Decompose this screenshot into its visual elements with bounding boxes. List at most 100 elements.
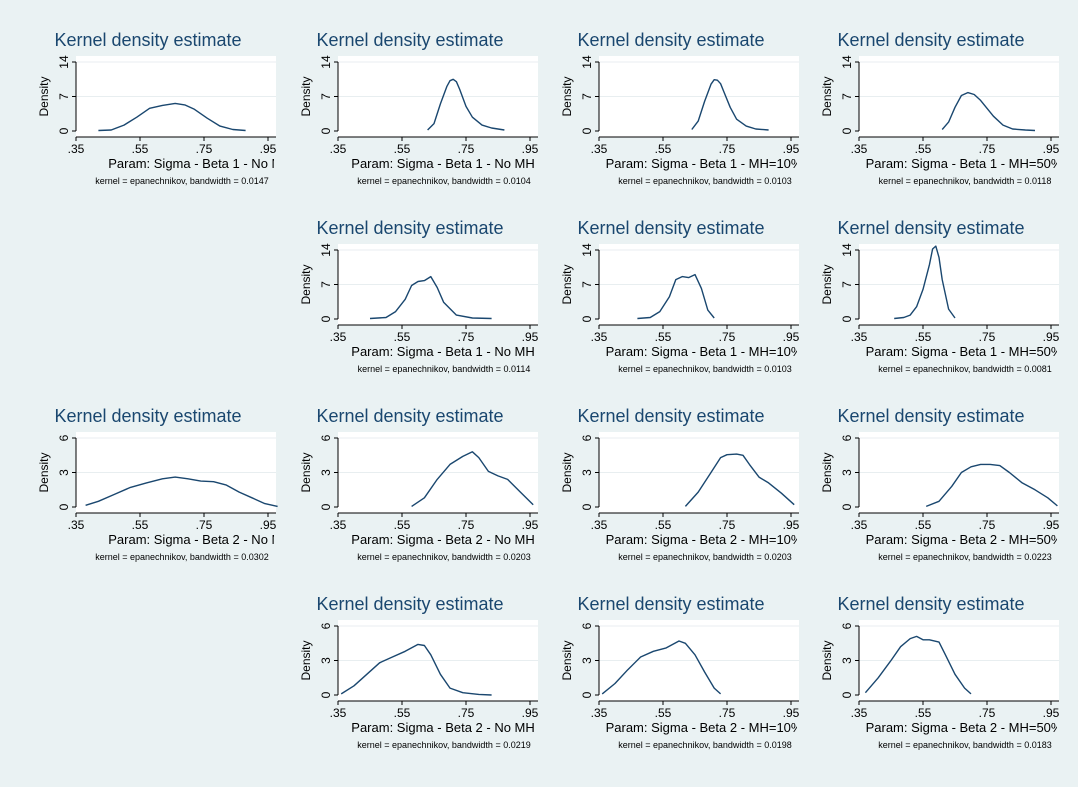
- x-tick-label: .55: [394, 330, 411, 344]
- bandwidth-note: kernel = epanechnikov, bandwidth = 0.011…: [879, 176, 1052, 186]
- y-axis-title: Density: [560, 452, 574, 492]
- y-tick-label: 7: [580, 281, 594, 288]
- x-tick-label: .55: [394, 142, 411, 156]
- y-tick-label: 0: [840, 691, 854, 698]
- x-tick-label: .35: [330, 518, 347, 532]
- density-curve: [85, 476, 278, 508]
- y-tick-label: 14: [57, 55, 71, 69]
- y-axis-title: Density: [820, 452, 834, 492]
- x-axis-title: Param: Sigma - Beta 2 - MH=50% rr<0.6: [866, 532, 1078, 547]
- density-panel: Kernel density estimate 0 3 6 Density .35 .55.…: [560, 406, 800, 562]
- bandwidth-note: kernel = epanechnikov, bandwidth = 0.030…: [95, 552, 268, 562]
- density-curve: [941, 91, 1036, 132]
- y-tick-label: 14: [319, 243, 333, 257]
- density-panel: Kernel density estimate 0 7 14 Density .35 .55…: [560, 30, 841, 186]
- x-tick-label: .95: [522, 330, 539, 344]
- y-tick-label: 0: [840, 503, 854, 510]
- x-tick-label: .95: [1043, 330, 1060, 344]
- panel-caption: Param: Sigma - Beta 1 - MH=10% rr<0.6 ker…: [606, 156, 841, 186]
- density-curve: [894, 245, 956, 320]
- panel-caption: Param: Sigma - Beta 1 - MH=50% rr>0.6 ker…: [866, 344, 1057, 374]
- x-axis-title: Param: Sigma - Beta 2 - No MH: [108, 532, 292, 547]
- density-curve: [411, 451, 534, 507]
- y-tick-label: 0: [319, 315, 333, 322]
- x-tick-label: .55: [394, 706, 411, 720]
- x-tick-label: .95: [522, 518, 539, 532]
- panel-caption: Param: Sigma - Beta 2 - MH=10% rr<0.6 ker…: [606, 532, 797, 562]
- x-axis-title: Param: Sigma - Beta 1 - MH=10% rr<0.6: [606, 156, 841, 171]
- density-curve: [340, 643, 492, 696]
- y-axis-title: Density: [37, 452, 51, 492]
- x-axis-title: Param: Sigma - Beta 2 - No MH rr>0.6: [351, 720, 572, 735]
- x-tick-label: .35: [851, 330, 868, 344]
- y-tick-label: 6: [840, 622, 854, 629]
- x-tick-label: .95: [522, 706, 539, 720]
- x-tick-label: .95: [783, 706, 800, 720]
- y-tick-label: 0: [840, 127, 854, 134]
- panel-title: Kernel density estimate: [54, 30, 241, 50]
- panel-caption: Param: Sigma - Beta 2 - No MH rr>0.6 kern…: [351, 720, 572, 750]
- density-curve: [864, 635, 972, 695]
- y-tick-label: 0: [319, 691, 333, 698]
- x-tick-label: .35: [591, 518, 608, 532]
- y-tick-label: 14: [840, 55, 854, 69]
- y-axis-title: Density: [560, 640, 574, 680]
- y-axis-title: Density: [820, 640, 834, 680]
- y-tick-label: 6: [319, 434, 333, 441]
- y-tick-label: 6: [840, 434, 854, 441]
- x-tick-label: .35: [330, 142, 347, 156]
- x-tick-label: .35: [851, 518, 868, 532]
- x-tick-label: .55: [915, 142, 932, 156]
- x-axis-title: Param: Sigma - Beta 1 - No MH rr>0.6: [351, 344, 572, 359]
- x-tick-label: .75: [458, 142, 475, 156]
- x-tick-label: .55: [655, 330, 672, 344]
- density-curve: [925, 463, 1058, 508]
- y-tick-label: 0: [580, 691, 594, 698]
- x-tick-label: .55: [915, 706, 932, 720]
- x-tick-label: .75: [196, 518, 213, 532]
- x-tick-label: .75: [979, 330, 996, 344]
- y-axis-title: Density: [37, 76, 51, 116]
- x-tick-label: .55: [915, 518, 932, 532]
- density-curve: [601, 640, 722, 695]
- panel-title: Kernel density estimate: [316, 594, 503, 614]
- density-panel: Kernel density estimate 0 3 6 Density .35 .55.…: [820, 406, 1078, 562]
- y-tick-label: 0: [580, 127, 594, 134]
- bandwidth-note: kernel = epanechnikov, bandwidth = 0.010…: [357, 176, 530, 186]
- y-tick-label: 7: [319, 281, 333, 288]
- y-tick-label: 0: [319, 127, 333, 134]
- y-tick-label: 0: [57, 127, 71, 134]
- density-curve: [691, 78, 769, 131]
- x-tick-label: .95: [522, 142, 539, 156]
- x-tick-label: .75: [979, 706, 996, 720]
- density-panel: Kernel density estimate 0 3 6 Density .35 .55.…: [37, 406, 292, 562]
- y-axis-title: Density: [820, 76, 834, 116]
- bandwidth-note: kernel = epanechnikov, bandwidth = 0.010…: [618, 364, 791, 374]
- y-tick-label: 7: [319, 93, 333, 100]
- x-tick-label: .75: [196, 142, 213, 156]
- bandwidth-note: kernel = epanechnikov, bandwidth = 0.022…: [878, 552, 1051, 562]
- y-axis-title: Density: [299, 640, 313, 680]
- y-tick-label: 6: [57, 434, 71, 441]
- y-tick-label: 6: [319, 622, 333, 629]
- x-tick-label: .35: [591, 142, 608, 156]
- x-axis-title: Param: Sigma - Beta 1 - No MH rr<0.6: [351, 156, 572, 171]
- y-tick-label: 3: [580, 469, 594, 476]
- x-tick-label: .95: [260, 518, 277, 532]
- panel-title: Kernel density estimate: [316, 30, 503, 50]
- density-panel: Kernel density estimate 0 3 6 Density .35 .55.…: [820, 594, 1060, 750]
- y-tick-label: 7: [57, 93, 71, 100]
- x-tick-label: .95: [1043, 518, 1060, 532]
- bandwidth-note: kernel = epanechnikov, bandwidth = 0.019…: [618, 740, 791, 750]
- x-axis-title: Param: Sigma - Beta 2 - MH=10% rr>0.6: [606, 720, 841, 735]
- panel-caption: Param: Sigma - Beta 2 - MH=50% rr>0.6 ker…: [866, 720, 1057, 750]
- x-tick-label: .35: [591, 706, 608, 720]
- x-tick-label: .75: [719, 330, 736, 344]
- bandwidth-note: kernel = epanechnikov, bandwidth = 0.018…: [878, 740, 1051, 750]
- density-panel: Kernel density estimate 0 7 14 Density .35 .55…: [299, 30, 572, 186]
- density-curve: [427, 78, 505, 131]
- density-panel: Kernel density estimate 0 7 14 Density .35 .55…: [820, 30, 1060, 186]
- x-tick-label: .75: [979, 142, 996, 156]
- x-tick-label: .35: [68, 142, 85, 156]
- x-axis-title: Param: Sigma - Beta 2 - No MH rr<0.6: [351, 532, 572, 547]
